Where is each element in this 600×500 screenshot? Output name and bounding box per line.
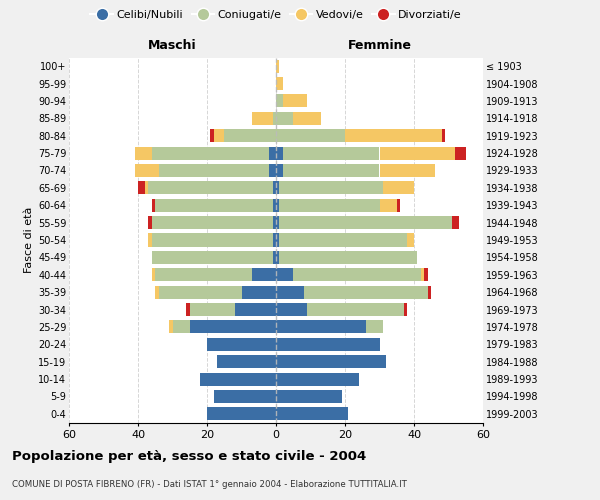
Bar: [397, 198, 400, 212]
Bar: [283, 146, 379, 160]
Bar: [207, 408, 276, 420]
Bar: [276, 408, 349, 420]
Bar: [276, 234, 280, 246]
Bar: [276, 286, 304, 298]
Bar: [404, 303, 407, 316]
Bar: [276, 372, 359, 386]
Bar: [276, 268, 293, 281]
Bar: [272, 182, 276, 194]
Bar: [152, 268, 155, 281]
Y-axis label: Fasce di età: Fasce di età: [23, 207, 34, 273]
Bar: [407, 234, 414, 246]
Bar: [214, 129, 224, 142]
Bar: [134, 146, 152, 160]
Bar: [224, 129, 276, 142]
Bar: [380, 164, 434, 177]
Bar: [269, 146, 276, 160]
Bar: [155, 198, 272, 212]
Bar: [152, 234, 272, 246]
Bar: [211, 129, 214, 142]
Bar: [169, 320, 173, 334]
Bar: [276, 303, 307, 316]
Bar: [452, 216, 459, 229]
Bar: [276, 251, 280, 264]
Bar: [217, 355, 276, 368]
Bar: [380, 198, 397, 212]
Bar: [283, 94, 307, 108]
Bar: [276, 355, 386, 368]
Bar: [276, 198, 280, 212]
Bar: [280, 182, 383, 194]
Bar: [272, 216, 276, 229]
Bar: [276, 390, 341, 403]
Bar: [138, 182, 145, 194]
Bar: [280, 234, 407, 246]
Text: Popolazione per età, sesso e stato civile - 2004: Popolazione per età, sesso e stato civil…: [12, 450, 366, 463]
Bar: [190, 320, 276, 334]
Bar: [366, 320, 383, 334]
Bar: [276, 338, 380, 351]
Bar: [214, 390, 276, 403]
Bar: [148, 234, 152, 246]
Bar: [283, 164, 379, 177]
Bar: [152, 198, 155, 212]
Bar: [272, 198, 276, 212]
Bar: [276, 164, 283, 177]
Bar: [304, 286, 428, 298]
Bar: [272, 112, 276, 125]
Text: Femmine: Femmine: [347, 40, 412, 52]
Bar: [152, 251, 272, 264]
Bar: [293, 268, 421, 281]
Bar: [241, 286, 276, 298]
Bar: [173, 320, 190, 334]
Bar: [200, 372, 276, 386]
Bar: [272, 234, 276, 246]
Bar: [293, 112, 321, 125]
Bar: [145, 182, 148, 194]
Bar: [276, 94, 283, 108]
Bar: [148, 216, 152, 229]
Bar: [190, 303, 235, 316]
Bar: [276, 182, 280, 194]
Bar: [159, 286, 241, 298]
Bar: [207, 338, 276, 351]
Bar: [276, 112, 293, 125]
Bar: [155, 286, 159, 298]
Text: Maschi: Maschi: [148, 40, 197, 52]
Bar: [428, 286, 431, 298]
Bar: [252, 268, 276, 281]
Bar: [307, 303, 404, 316]
Bar: [455, 146, 466, 160]
Bar: [152, 146, 269, 160]
Bar: [152, 216, 272, 229]
Bar: [280, 251, 418, 264]
Bar: [134, 164, 159, 177]
Bar: [272, 251, 276, 264]
Bar: [159, 164, 269, 177]
Bar: [276, 77, 283, 90]
Bar: [276, 146, 283, 160]
Bar: [269, 164, 276, 177]
Bar: [383, 182, 414, 194]
Bar: [148, 182, 272, 194]
Bar: [252, 112, 272, 125]
Legend: Celibi/Nubili, Coniugati/e, Vedovi/e, Divorziati/e: Celibi/Nubili, Coniugati/e, Vedovi/e, Di…: [86, 6, 466, 25]
Bar: [345, 129, 442, 142]
Bar: [280, 216, 452, 229]
Bar: [380, 146, 455, 160]
Bar: [155, 268, 252, 281]
Bar: [421, 268, 424, 281]
Bar: [276, 216, 280, 229]
Bar: [187, 303, 190, 316]
Bar: [276, 60, 280, 72]
Bar: [276, 129, 345, 142]
Bar: [424, 268, 428, 281]
Bar: [280, 198, 380, 212]
Bar: [276, 320, 366, 334]
Bar: [442, 129, 445, 142]
Bar: [235, 303, 276, 316]
Text: COMUNE DI POSTA FIBRENO (FR) - Dati ISTAT 1° gennaio 2004 - Elaborazione TUTTITA: COMUNE DI POSTA FIBRENO (FR) - Dati ISTA…: [12, 480, 407, 489]
